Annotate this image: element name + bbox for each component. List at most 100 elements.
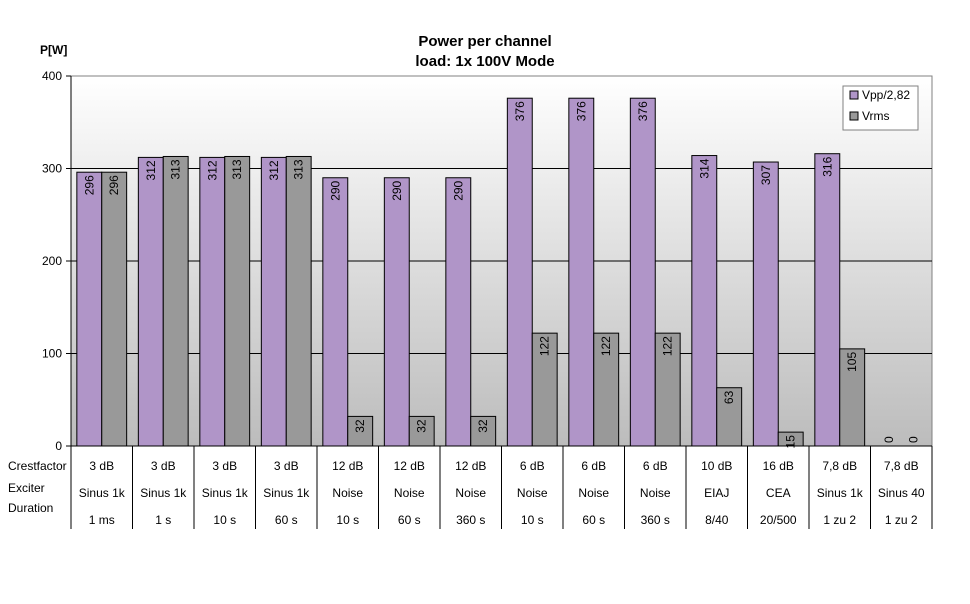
table-cell: 8/40 bbox=[705, 513, 729, 527]
y-tick-label: 300 bbox=[42, 162, 62, 176]
table-cell: 60 s bbox=[582, 513, 605, 527]
table-cell: Noise bbox=[640, 486, 671, 500]
table-cell: Noise bbox=[578, 486, 609, 500]
table-cell: Sinus 1k bbox=[263, 486, 310, 500]
table-row-label: Exciter bbox=[8, 481, 45, 495]
bar-vpp bbox=[137, 156, 164, 447]
bar-vrms bbox=[654, 332, 681, 447]
table-cell: 20/500 bbox=[760, 513, 797, 527]
legend-swatch bbox=[849, 111, 859, 121]
data-label: 312 bbox=[205, 160, 219, 180]
bar-vrms bbox=[285, 155, 312, 447]
y-tick-label: 100 bbox=[42, 347, 62, 361]
table-cell: 1 ms bbox=[89, 513, 115, 527]
table-cell: Sinus 40 bbox=[878, 486, 925, 500]
table-cell: EIAJ bbox=[704, 486, 729, 500]
data-label: 290 bbox=[451, 180, 465, 200]
bar-vpp bbox=[629, 97, 656, 447]
data-label: 312 bbox=[144, 160, 158, 180]
chart-subtitle: load: 1x 100V Mode bbox=[415, 53, 554, 70]
data-label: 313 bbox=[292, 159, 306, 179]
table-row-label: Duration bbox=[8, 501, 53, 515]
table-cell: 7,8 dB bbox=[822, 459, 857, 473]
bar-vpp bbox=[814, 153, 841, 447]
table-cell: Noise bbox=[455, 486, 486, 500]
table-cell: Noise bbox=[332, 486, 363, 500]
bar-vpp bbox=[445, 177, 472, 447]
table-cell: Noise bbox=[517, 486, 548, 500]
legend-swatch bbox=[849, 90, 859, 100]
table-cell: 6 dB bbox=[520, 459, 545, 473]
data-label: 0 bbox=[882, 436, 896, 443]
bar-vpp bbox=[199, 156, 226, 447]
table-cell: 7,8 dB bbox=[884, 459, 919, 473]
data-label: 376 bbox=[574, 101, 588, 121]
data-label: 122 bbox=[538, 336, 552, 356]
table-cell: 1 zu 2 bbox=[823, 513, 856, 527]
data-label: 314 bbox=[697, 158, 711, 178]
table-cell: 60 s bbox=[275, 513, 298, 527]
data-label: 105 bbox=[845, 352, 859, 372]
bar-vrms bbox=[347, 415, 374, 447]
table-cell: 1 zu 2 bbox=[885, 513, 918, 527]
data-label: 122 bbox=[661, 336, 675, 356]
bar-vpp bbox=[76, 171, 103, 447]
table-cell: 10 s bbox=[521, 513, 544, 527]
table-cell: 10 s bbox=[336, 513, 359, 527]
table-cell: Sinus 1k bbox=[79, 486, 126, 500]
data-label: 376 bbox=[636, 101, 650, 121]
data-label: 296 bbox=[107, 175, 121, 195]
table-cell: Noise bbox=[394, 486, 425, 500]
table-cell: 10 dB bbox=[701, 459, 732, 473]
bar-vpp bbox=[260, 156, 287, 447]
y-axis-label: P[W] bbox=[40, 43, 67, 57]
table-cell: Sinus 1k bbox=[202, 486, 249, 500]
table-cell: Sinus 1k bbox=[817, 486, 864, 500]
legend-label: Vrms bbox=[862, 109, 890, 123]
data-label: 313 bbox=[230, 159, 244, 179]
chart-title: Power per channel bbox=[418, 33, 551, 50]
table-cell: 60 s bbox=[398, 513, 421, 527]
bar-vpp bbox=[322, 177, 349, 447]
data-label: 313 bbox=[169, 159, 183, 179]
bar-vrms bbox=[716, 387, 743, 447]
data-label: 376 bbox=[513, 101, 527, 121]
bar-vpp bbox=[568, 97, 595, 447]
table-cell: CEA bbox=[766, 486, 791, 500]
bar-vrms bbox=[162, 155, 189, 447]
data-label: 312 bbox=[267, 160, 281, 180]
table-cell: 360 s bbox=[641, 513, 670, 527]
table-cell: 3 dB bbox=[151, 459, 176, 473]
bar-vpp bbox=[506, 97, 533, 447]
data-label: 290 bbox=[390, 180, 404, 200]
legend: Vpp/2,82 Vrms bbox=[842, 85, 919, 131]
table-row-label: Crestfactor bbox=[8, 459, 67, 473]
table-cell: 16 dB bbox=[763, 459, 794, 473]
table-cell: 3 dB bbox=[89, 459, 114, 473]
bar-vpp bbox=[383, 177, 410, 447]
data-label: 32 bbox=[476, 419, 490, 433]
table-cell: 6 dB bbox=[643, 459, 668, 473]
table-cell: 1 s bbox=[155, 513, 171, 527]
data-label: 15 bbox=[784, 435, 798, 449]
y-tick-label: 0 bbox=[55, 439, 62, 453]
data-label: 32 bbox=[353, 419, 367, 433]
bar-vpp bbox=[691, 155, 718, 447]
table-cell: 10 s bbox=[213, 513, 236, 527]
table-cell: 12 dB bbox=[394, 459, 425, 473]
data-label: 122 bbox=[599, 336, 613, 356]
bar-vrms bbox=[101, 171, 128, 447]
table-cell: 6 dB bbox=[581, 459, 606, 473]
table-cell: 12 dB bbox=[455, 459, 486, 473]
y-tick-label: 200 bbox=[42, 254, 62, 268]
data-label: 0 bbox=[907, 436, 921, 443]
data-label: 290 bbox=[328, 180, 342, 200]
bar-vpp bbox=[752, 161, 779, 447]
legend-label: Vpp/2,82 bbox=[862, 88, 910, 102]
data-label: 63 bbox=[722, 390, 736, 404]
data-label: 316 bbox=[820, 156, 834, 176]
data-label: 307 bbox=[759, 165, 773, 185]
y-tick-label: 400 bbox=[42, 69, 62, 83]
data-label: 32 bbox=[415, 419, 429, 433]
